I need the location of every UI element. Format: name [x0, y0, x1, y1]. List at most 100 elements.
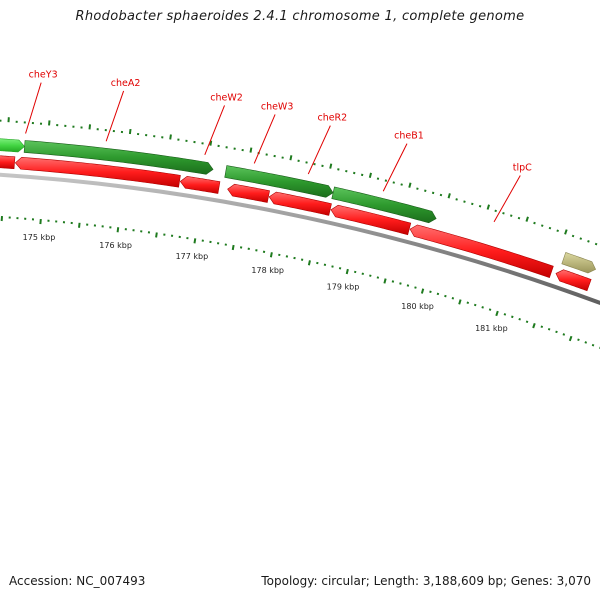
inner-minor-tick: [585, 342, 586, 344]
forward-gene-arrow: [0, 138, 25, 152]
backbone-arc: [0, 171, 600, 311]
outer-major-tick: [170, 135, 171, 140]
outer-major-tick: [130, 129, 131, 134]
position-label: 180 kbp: [401, 302, 434, 311]
position-label: 176 kbp: [99, 241, 132, 250]
outer-major-tick: [526, 217, 528, 222]
gene-label-leader: [205, 105, 225, 154]
inner-major-tick: [233, 245, 234, 250]
outer-minor-tick: [456, 198, 457, 200]
inner-major-tick: [570, 336, 572, 341]
inner-minor-tick: [453, 297, 454, 299]
inner-minor-tick: [475, 304, 476, 306]
outer-minor-tick: [433, 192, 434, 194]
outer-minor-tick: [472, 203, 473, 205]
outer-minor-tick: [534, 222, 535, 224]
inner-minor-tick: [430, 291, 431, 293]
inner-major-tick: [118, 227, 119, 232]
genome-summary-text: Topology: circular; Length: 3,188,609 bp…: [261, 574, 591, 588]
outer-minor-tick: [542, 225, 543, 227]
outer-minor-tick: [519, 217, 520, 219]
outer-minor-tick: [573, 235, 574, 237]
inner-major-tick: [309, 260, 310, 265]
outer-minor-tick: [557, 230, 558, 232]
gene-label-leader: [494, 176, 520, 222]
outer-major-tick: [90, 124, 91, 129]
position-label: 178 kbp: [251, 266, 284, 275]
outer-minor-tick: [503, 212, 504, 214]
gene-label-leader: [26, 83, 42, 134]
outer-minor-tick: [480, 205, 481, 207]
gene-label: cheY3: [29, 70, 58, 81]
outer-minor-tick: [441, 194, 442, 196]
gene-label: cheB1: [394, 131, 424, 142]
inner-major-tick: [194, 238, 195, 243]
outer-major-tick: [250, 148, 251, 153]
inner-minor-tick: [519, 318, 520, 320]
outer-minor-tick: [425, 190, 426, 192]
gene-label: cheA2: [111, 78, 141, 89]
position-label: 175 kbp: [23, 233, 56, 242]
outer-major-tick: [488, 205, 489, 210]
gene-label-leader: [106, 91, 123, 141]
gene-label: cheR2: [317, 113, 347, 124]
inner-major-tick: [156, 232, 157, 237]
inner-major-tick: [496, 311, 498, 316]
inner-minor-tick: [438, 293, 439, 295]
inner-minor-tick: [549, 328, 550, 330]
outer-major-tick: [370, 173, 371, 178]
inner-minor-tick: [505, 313, 506, 315]
gene-label-leader: [254, 114, 275, 163]
inner-major-tick: [271, 252, 272, 257]
inner-major-tick: [347, 269, 348, 274]
outer-minor-tick: [464, 201, 465, 203]
outer-major-tick: [290, 155, 291, 160]
outer-minor-tick: [550, 227, 551, 229]
inner-major-tick: [79, 223, 80, 228]
outer-minor-tick: [580, 238, 581, 240]
inner-minor-tick: [408, 285, 409, 287]
outer-major-tick: [409, 183, 410, 188]
outer-minor-tick: [495, 210, 496, 212]
inner-major-tick: [422, 289, 423, 294]
outer-major-tick: [565, 230, 567, 235]
inner-minor-tick: [527, 321, 528, 323]
inner-minor-tick: [393, 281, 394, 283]
reverse-gene-arrow: [0, 155, 15, 168]
reverse-gene-arrow: [180, 176, 220, 193]
accession-text: Accession: NC_007493: [9, 574, 145, 588]
inner-minor-tick: [593, 344, 594, 346]
reverse-gene-arrow: [410, 225, 553, 278]
inner-minor-tick: [467, 302, 468, 304]
inner-major-tick: [459, 300, 460, 305]
outer-minor-tick: [596, 243, 597, 245]
map-title: Rhodobacter sphaeroides 2.4.1 chromosome…: [0, 9, 600, 24]
inner-minor-tick: [490, 309, 491, 311]
inner-minor-tick: [578, 339, 579, 341]
inner-major-tick: [384, 279, 385, 284]
gene-label-leader: [308, 126, 330, 174]
gene-label: cheW2: [210, 92, 243, 103]
inner-minor-tick: [512, 316, 513, 318]
position-label: 181 kbp: [475, 324, 508, 333]
inner-minor-tick: [445, 295, 446, 297]
inner-minor-tick: [400, 283, 401, 285]
inner-minor-tick: [563, 334, 564, 336]
position-label: 177 kbp: [176, 252, 209, 261]
inner-minor-tick: [415, 287, 416, 289]
inner-minor-tick: [541, 326, 542, 328]
position-label: 179 kbp: [327, 283, 360, 292]
gene-label: cheW3: [261, 101, 294, 112]
outer-major-tick: [449, 193, 450, 198]
gene-label-leader: [383, 144, 407, 192]
outer-minor-tick: [588, 240, 589, 242]
inner-minor-tick: [482, 306, 483, 308]
outer-minor-tick: [511, 215, 512, 217]
outer-minor-tick: [417, 188, 418, 190]
outer-major-tick: [330, 164, 331, 169]
inner-minor-tick: [556, 331, 557, 333]
gene-label: tlpC: [513, 163, 532, 174]
partial-gene-arrow: [562, 252, 596, 273]
